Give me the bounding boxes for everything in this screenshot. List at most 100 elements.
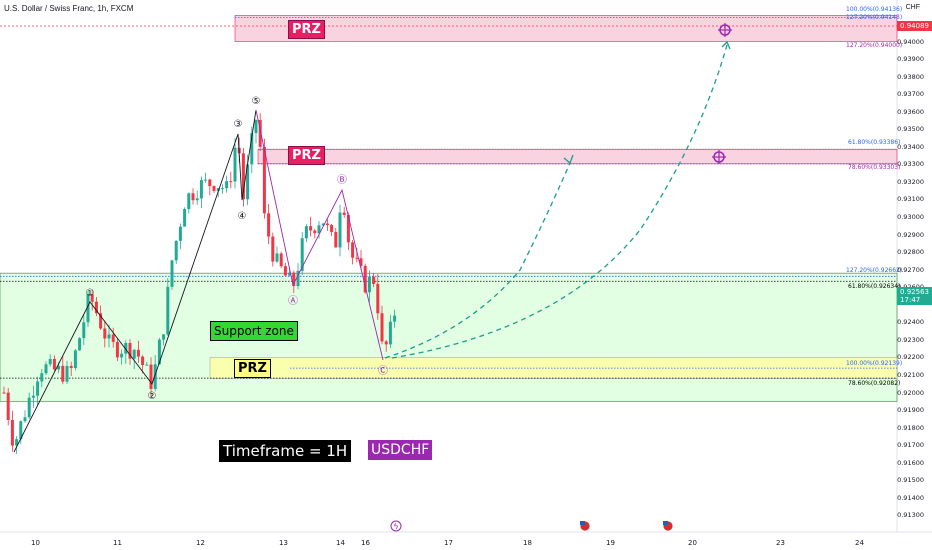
x-axis-tick: 14 <box>336 539 345 547</box>
candle-body <box>359 258 363 266</box>
price-box-value: 0.92563 <box>900 288 929 296</box>
candle-body <box>31 395 35 398</box>
candle-body <box>325 223 329 226</box>
y-axis-tick: 0.93200 <box>897 177 924 186</box>
candle-body <box>86 294 90 323</box>
lightning-icon <box>390 520 402 532</box>
candle-body <box>233 147 237 182</box>
candle-body <box>120 353 124 358</box>
wave-label: Ⓒ <box>378 365 388 377</box>
candle-body <box>195 198 199 201</box>
candle-body <box>254 119 258 134</box>
chart-title: U.S. Dollar / Swiss Franc, 1h, FXCM <box>4 4 134 13</box>
candle-body <box>149 364 153 389</box>
candle-body <box>141 356 145 365</box>
candle-body <box>174 240 178 261</box>
wave-label: ③ <box>234 119 243 130</box>
us-flag-canton <box>580 521 585 525</box>
candle-body <box>40 373 44 382</box>
candle-body <box>334 231 338 248</box>
wave-label: ① <box>86 288 95 299</box>
y-axis-tick: 0.92300 <box>897 335 924 344</box>
candle-body <box>283 266 287 276</box>
candle-body <box>69 365 73 369</box>
y-axis-tick: 0.92100 <box>897 370 924 379</box>
candle-body <box>103 328 107 339</box>
prz-label-top: PRZ <box>288 20 325 39</box>
candle-body <box>170 260 174 287</box>
candle-body <box>262 146 266 214</box>
y-axis-tick: 0.92700 <box>897 265 924 274</box>
candle-body <box>212 186 216 191</box>
x-axis-tick: 17 <box>444 539 453 547</box>
candle-body <box>250 133 254 165</box>
y-axis-tick: 0.91400 <box>897 493 924 502</box>
candle-body <box>367 276 371 293</box>
x-axis-tick: 13 <box>279 539 288 547</box>
wave-label: ④ <box>238 211 247 222</box>
wave-label: Ⓐ <box>288 295 298 307</box>
candle-body <box>393 315 397 322</box>
candle-body <box>275 253 279 262</box>
candle-body <box>220 188 224 190</box>
candle-body <box>27 397 31 418</box>
candle-body <box>48 358 52 365</box>
candle-body <box>99 313 103 329</box>
arrow-head-1 <box>563 154 574 165</box>
candle-body <box>115 341 119 358</box>
candle-body <box>19 421 23 440</box>
candle-body <box>208 179 212 187</box>
y-axis-tick: 0.92800 <box>897 248 924 257</box>
candle-body <box>351 242 355 258</box>
x-axis-tick: 16 <box>361 539 370 547</box>
y-axis-tick: 0.93600 <box>897 107 924 116</box>
candle-body <box>128 342 132 359</box>
candle-body <box>65 365 69 382</box>
price-box: 0.94089 <box>897 21 932 31</box>
candle-body <box>61 365 65 382</box>
fib-level-label: 61.80%(0.93386) <box>848 139 901 146</box>
x-axis-tick: 10 <box>31 539 40 547</box>
candle-body <box>225 181 229 189</box>
candle-body <box>183 208 187 227</box>
candle-body <box>267 213 271 237</box>
symbol-label: USDCHF <box>368 440 433 460</box>
candle-body <box>338 212 342 248</box>
price-box-countdown: 17:47 <box>900 296 921 304</box>
candle-body <box>107 334 111 339</box>
x-axis-tick: 11 <box>113 539 122 547</box>
candle-body <box>317 225 321 234</box>
y-axis-tick: 0.92900 <box>897 230 924 239</box>
y-axis-tick: 0.91900 <box>897 406 924 415</box>
projection-path-2 <box>391 44 728 359</box>
candle-body <box>346 214 350 243</box>
candle-body <box>15 439 19 446</box>
y-axis-tick: 0.92000 <box>897 388 924 397</box>
impulse-wave-line <box>13 109 257 453</box>
candle-body <box>44 364 48 374</box>
fib-level-label: 78.60%(0.93303) <box>848 164 901 171</box>
candle-body <box>204 179 208 181</box>
y-axis-tick: 0.93700 <box>897 90 924 99</box>
arrow-head-2 <box>721 40 731 50</box>
candle-body <box>23 417 27 422</box>
prz-label-mid: PRZ <box>288 146 325 165</box>
candle-body <box>90 294 94 302</box>
candle-body <box>304 226 308 239</box>
candle-body <box>157 339 161 365</box>
x-axis-tick: 18 <box>523 539 532 547</box>
candle-body <box>10 420 14 446</box>
candle-body <box>111 334 115 342</box>
us-flag-canton <box>663 521 668 525</box>
candle-body <box>229 181 233 183</box>
candle-body <box>300 238 304 271</box>
fib-level-label: 100.00%(0.92139) <box>846 360 903 367</box>
corrective-wave-line <box>255 109 384 361</box>
x-axis-tick: 19 <box>606 539 615 547</box>
candle-body <box>376 283 380 314</box>
wave-label: Ⓑ <box>337 174 347 186</box>
candle-body <box>296 270 300 287</box>
candle-body <box>78 338 82 351</box>
candle-body <box>288 272 292 276</box>
